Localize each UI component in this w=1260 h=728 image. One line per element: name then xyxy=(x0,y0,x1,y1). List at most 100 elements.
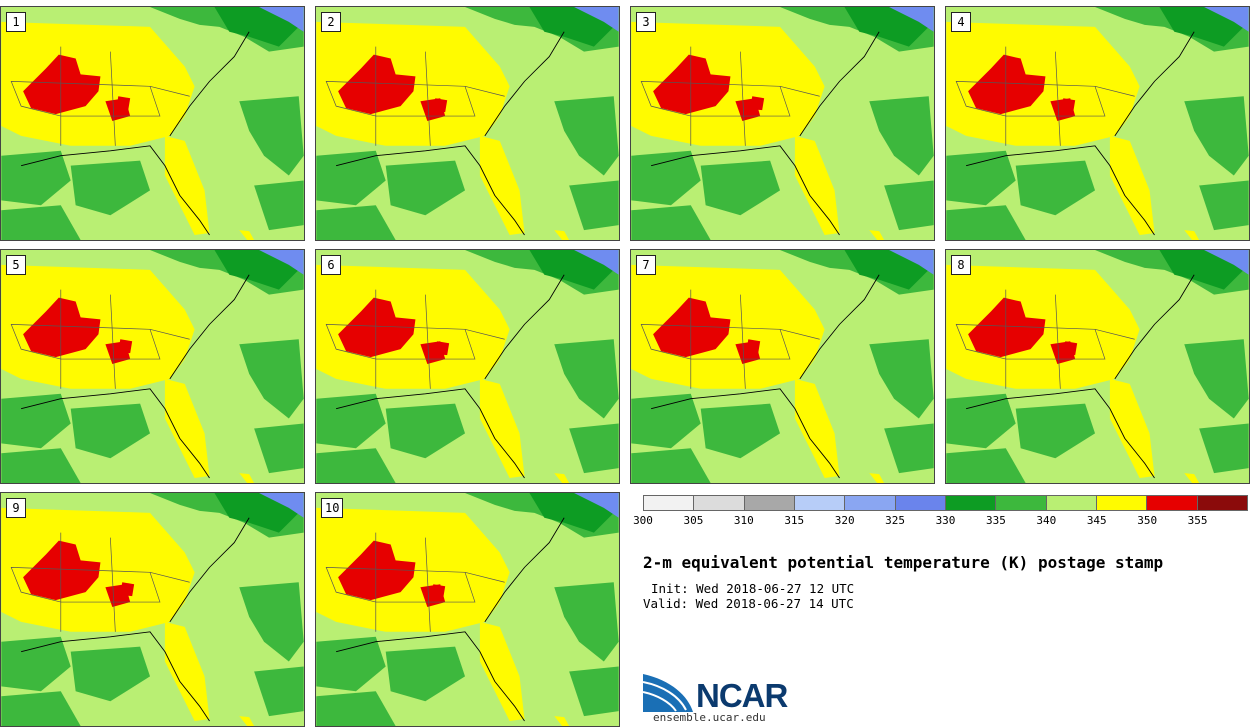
dark-green-region xyxy=(529,250,614,290)
mid-green-region xyxy=(316,393,386,449)
island-region xyxy=(869,230,885,240)
coastline xyxy=(651,388,840,479)
red-region xyxy=(653,54,731,115)
mid-green-region xyxy=(946,205,1026,240)
colorbar-tick-label: 315 xyxy=(784,514,805,527)
yellow-region xyxy=(164,135,210,236)
mid-green-region xyxy=(700,160,781,216)
mid-green-region xyxy=(554,582,619,662)
coastline xyxy=(336,631,525,722)
ncar-logo-icon xyxy=(643,674,693,712)
state-borders xyxy=(60,532,190,632)
mid-green-region xyxy=(385,646,466,702)
colorbar-segment xyxy=(644,496,695,510)
dark-green-region xyxy=(1159,7,1244,47)
stamp-map xyxy=(1,7,304,240)
red-region xyxy=(1061,98,1076,113)
coastline xyxy=(21,145,210,236)
mid-green-region xyxy=(239,339,304,419)
red-region xyxy=(653,297,731,358)
mid-green-region xyxy=(946,150,1016,206)
red-region xyxy=(338,540,416,601)
colorbar-tick-label: 320 xyxy=(834,514,855,527)
colorbar-segment xyxy=(1096,496,1148,510)
coastline xyxy=(484,517,565,623)
coastline xyxy=(484,31,565,137)
mid-green-region xyxy=(1,393,71,449)
red-region xyxy=(338,54,416,115)
stamp-panel-10: 10 xyxy=(315,492,620,727)
state-borders xyxy=(375,46,505,146)
mid-green-region xyxy=(884,180,934,231)
coastline xyxy=(21,388,210,479)
state-borders xyxy=(60,46,190,146)
mid-green-region xyxy=(239,96,304,176)
mid-green-region xyxy=(569,423,619,474)
mid-green-region xyxy=(631,393,701,449)
colorbar-tick-label: 310 xyxy=(733,514,754,527)
mid-green-region xyxy=(316,205,396,240)
state-borders xyxy=(640,80,791,117)
stamp-map xyxy=(631,250,934,483)
mid-green-region xyxy=(385,160,466,216)
mid-green-region xyxy=(1015,160,1096,216)
stamp-panel-3: 3 xyxy=(630,6,935,241)
coastline xyxy=(1114,31,1195,137)
state-borders xyxy=(375,532,505,632)
colorbar-segment xyxy=(945,496,997,510)
red-region xyxy=(23,540,101,601)
coastline xyxy=(484,274,565,380)
mid-green-region xyxy=(1199,423,1249,474)
colorbar-segment xyxy=(794,496,846,510)
dark-green-region xyxy=(214,250,299,290)
state-borders xyxy=(1005,289,1135,389)
red-region xyxy=(1063,341,1078,356)
mid-green-region xyxy=(869,96,934,176)
mid-green-region xyxy=(569,666,619,717)
mid-green-region xyxy=(254,666,304,717)
yellow-region xyxy=(794,378,840,479)
colorbar-tick-label: 355 xyxy=(1187,514,1208,527)
blue-region xyxy=(1204,250,1249,275)
colorbar-segment xyxy=(1046,496,1097,510)
mid-green-region xyxy=(869,339,934,419)
mid-green-region xyxy=(631,448,711,483)
stamp-map xyxy=(1,493,304,726)
blue-region xyxy=(574,493,619,518)
dark-green-region xyxy=(1159,250,1244,290)
colorbar-segment xyxy=(895,496,946,510)
stamp-panel-5: 5 xyxy=(0,249,305,484)
mid-green-region xyxy=(946,393,1016,449)
mid-green-region xyxy=(554,339,619,419)
yellow-region xyxy=(1109,135,1155,236)
mid-green-region xyxy=(946,448,1026,483)
blue-region xyxy=(574,7,619,32)
blue-region xyxy=(889,250,934,275)
coastline xyxy=(1114,274,1195,380)
blue-region xyxy=(259,7,304,32)
yellow-region xyxy=(479,135,525,236)
stamp-map xyxy=(1,250,304,483)
colorbar-segment xyxy=(845,496,896,510)
mid-green-region xyxy=(70,646,151,702)
red-region xyxy=(968,54,1046,115)
state-borders xyxy=(10,80,161,117)
red-region xyxy=(116,96,131,111)
chart-title: 2-m equivalent potential temperature (K)… xyxy=(643,553,1164,572)
dark-green-region xyxy=(214,7,299,47)
mid-green-region xyxy=(1184,339,1249,419)
coastline xyxy=(799,274,880,380)
yellow-region xyxy=(479,378,525,479)
red-region xyxy=(120,582,135,597)
red-region xyxy=(433,98,448,113)
colorbar-tick-label: 340 xyxy=(1036,514,1057,527)
state-borders xyxy=(60,289,190,389)
stamp-number: 8 xyxy=(951,255,971,275)
island-region xyxy=(239,716,255,726)
mid-green-region xyxy=(316,691,396,726)
stamp-number: 5 xyxy=(6,255,26,275)
stamp-panel-4: 4 xyxy=(945,6,1250,241)
red-region xyxy=(23,297,101,358)
mid-green-region xyxy=(1015,403,1096,459)
colorbar-segment xyxy=(1147,496,1198,510)
